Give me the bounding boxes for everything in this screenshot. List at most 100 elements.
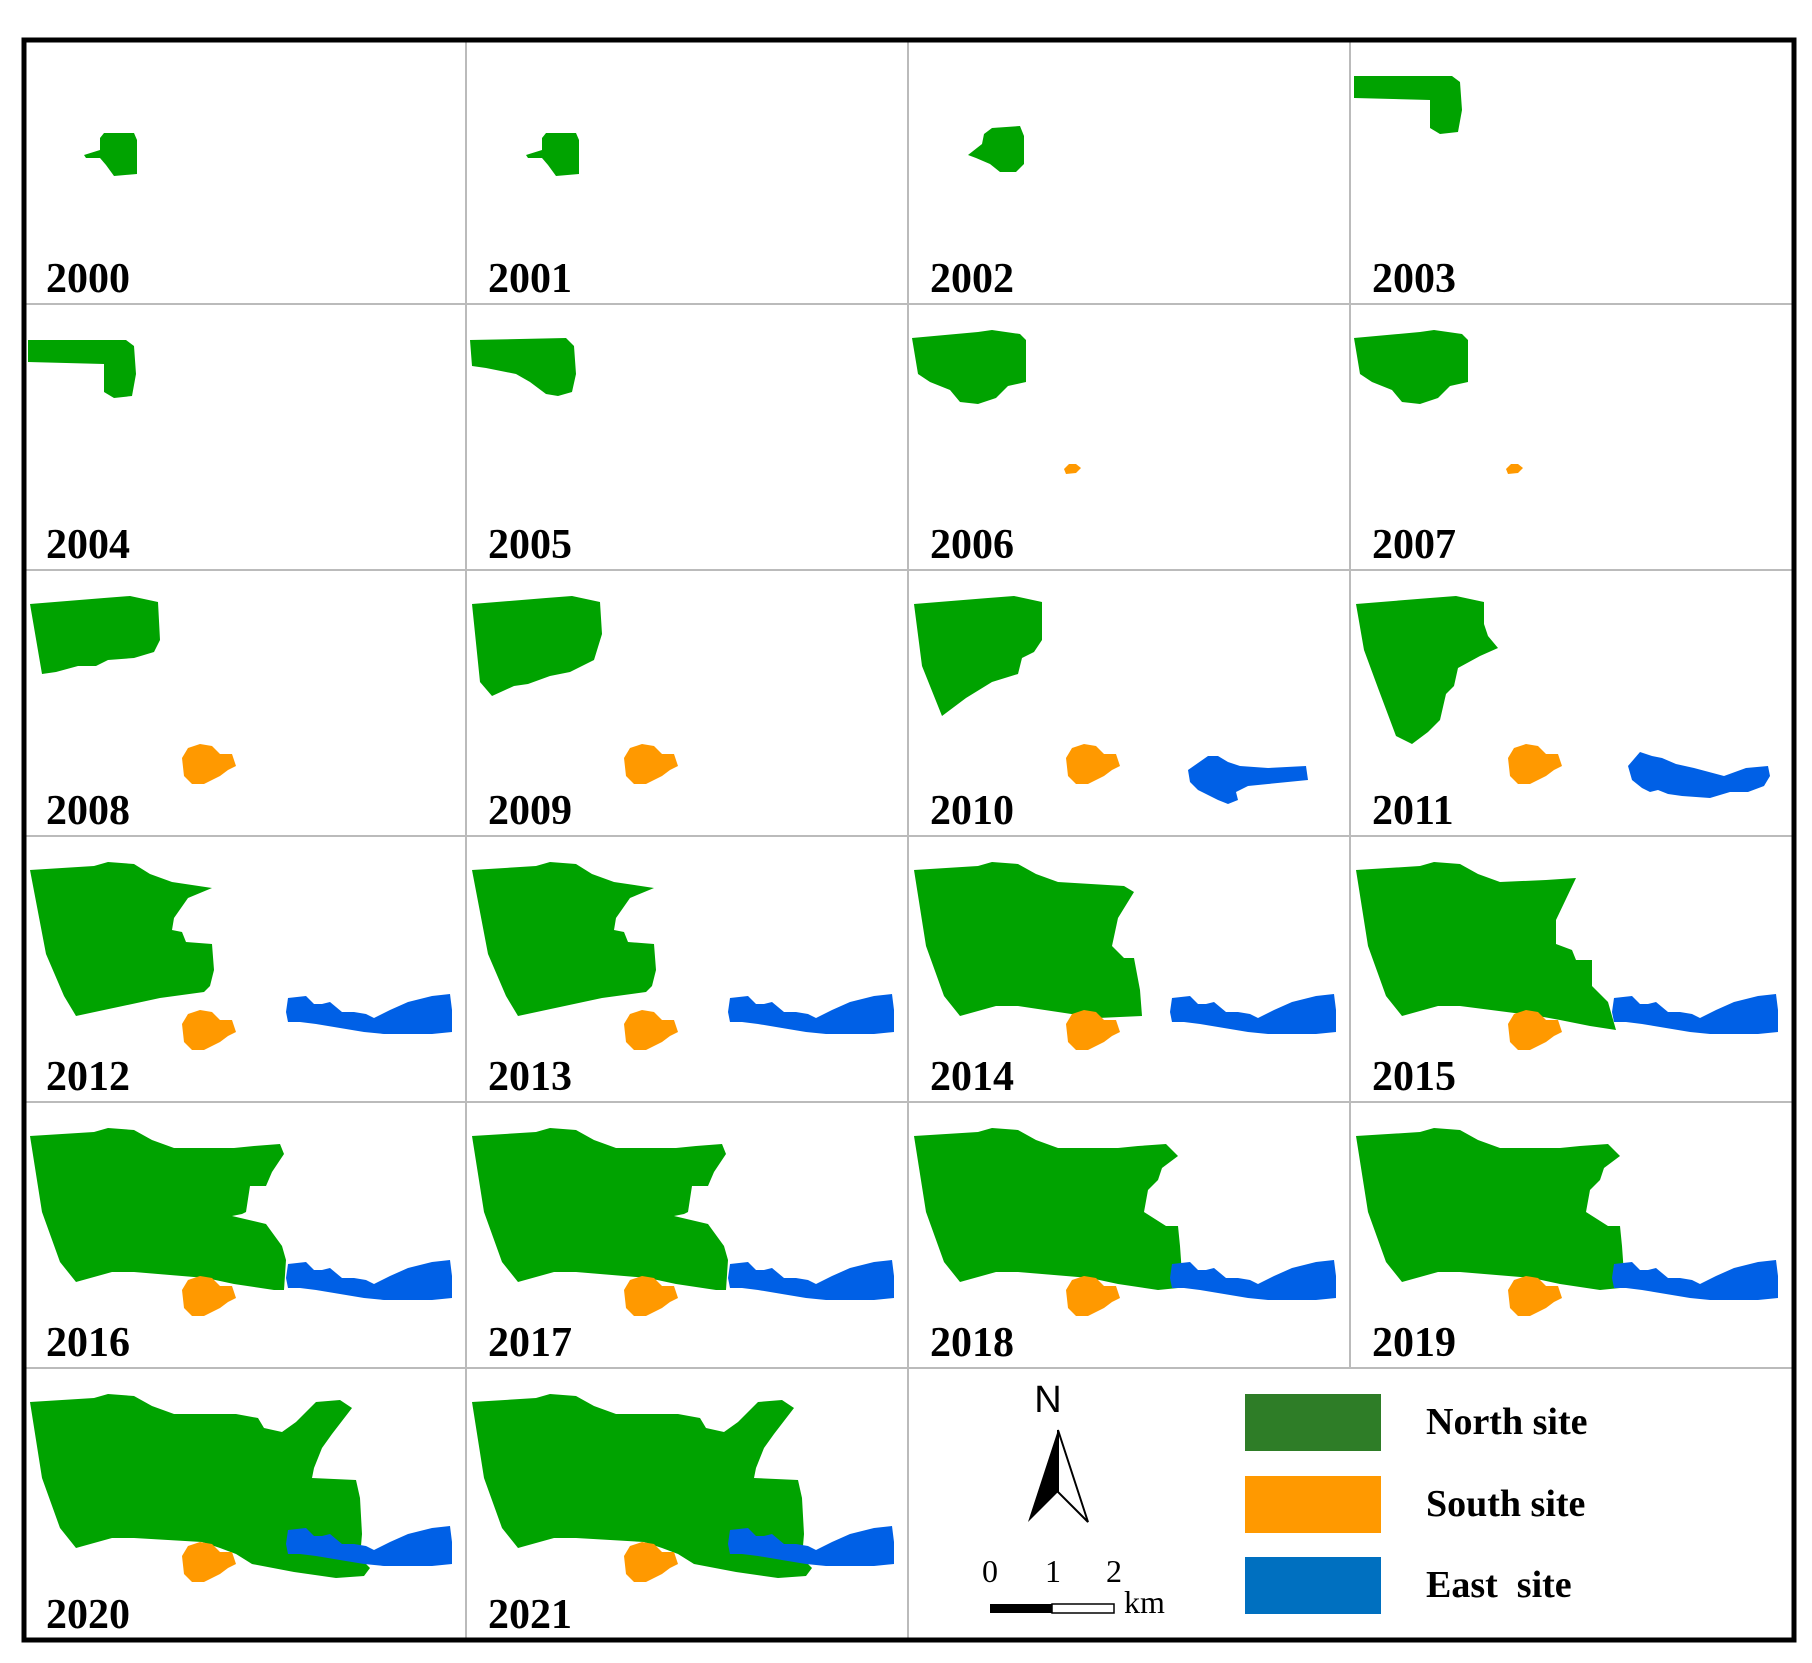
south-site-area [1066, 1010, 1120, 1050]
south-site-area [1508, 1010, 1562, 1050]
year-label: 2010 [930, 788, 1014, 834]
east-site-area [286, 994, 452, 1034]
south-site-area [1066, 1276, 1120, 1316]
south-site-area [182, 1276, 236, 1316]
south-site-area [1064, 464, 1081, 474]
year-label: 2008 [46, 788, 130, 834]
north-site-area [914, 1128, 1182, 1290]
north-site-area [1356, 862, 1616, 1030]
map-panel-2008: 2008 [30, 596, 236, 834]
map-panel-2018: 2018 [914, 1128, 1336, 1366]
east-site-area [728, 1526, 894, 1566]
north-site-area [968, 126, 1024, 172]
east-site-area [1170, 1260, 1336, 1300]
north-site-area [1356, 596, 1498, 744]
grid-lines [24, 40, 1794, 1640]
year-label: 2021 [488, 1592, 572, 1638]
year-label: 2019 [1372, 1320, 1456, 1366]
north-arrow-letter: N [1034, 1379, 1061, 1421]
north-site-area [28, 340, 136, 398]
south-site-area [624, 1010, 678, 1050]
map-panel-2009: 2009 [472, 596, 678, 834]
year-label: 2001 [488, 256, 572, 302]
map-panel-2010: 2010 [914, 596, 1308, 834]
year-label: 2009 [488, 788, 572, 834]
east-site-area [1612, 1260, 1778, 1300]
south-site-area [1508, 744, 1562, 784]
year-label: 2014 [930, 1054, 1014, 1100]
north-site-area [30, 596, 160, 674]
map-panel-2007: 2007 [1354, 330, 1523, 568]
legend-label-north: North site [1426, 1401, 1587, 1443]
south-site-area [1506, 464, 1523, 474]
map-panel-2001: 2001 [488, 133, 579, 302]
map-panel-2003: 2003 [1354, 76, 1462, 302]
scale-bar: 0 1 2 km [982, 1553, 1165, 1620]
map-panel-2004: 2004 [28, 340, 136, 568]
map-panel-2002: 2002 [930, 126, 1024, 302]
scale-bar-white-segment [1051, 1603, 1115, 1614]
year-label: 2013 [488, 1054, 572, 1100]
scale-unit: km [1124, 1584, 1165, 1620]
north-site-area [84, 133, 137, 176]
year-label: 2020 [46, 1592, 130, 1638]
year-label: 2015 [1372, 1054, 1456, 1100]
south-site-area [1066, 744, 1120, 784]
east-site-area [728, 1260, 894, 1300]
east-site-area [1612, 994, 1778, 1034]
north-site-area [914, 596, 1042, 716]
figure-frame [21, 37, 1797, 1643]
east-site-area [1628, 752, 1770, 798]
map-panel-2020: 2020 [30, 1394, 452, 1638]
north-site-area [1356, 1128, 1624, 1290]
year-label: 2006 [930, 522, 1014, 568]
map-panel-2015: 2015 [1356, 862, 1778, 1100]
north-site-area [914, 862, 1142, 1018]
map-panel-2013: 2013 [472, 862, 894, 1100]
legend: North site South site East site [1245, 1394, 1587, 1614]
map-panel-2021: 2021 [472, 1394, 894, 1638]
map-panel-2006: 2006 [912, 330, 1081, 568]
north-site-area [30, 1394, 370, 1578]
year-label: 2017 [488, 1320, 572, 1366]
north-site-area [470, 338, 576, 396]
north-site-area [1354, 330, 1468, 404]
map-panel-2017: 2017 [472, 1128, 894, 1366]
legend-swatch-east [1245, 1557, 1381, 1614]
legend-swatch-south [1245, 1476, 1381, 1533]
legend-label-east: East site [1426, 1564, 1572, 1606]
legend-label-south: South site [1426, 1483, 1585, 1525]
map-panel-2019: 2019 [1356, 1128, 1778, 1366]
east-site-area [728, 994, 894, 1034]
south-site-area [182, 1542, 236, 1582]
map-panel-2005: 2005 [470, 338, 576, 568]
year-label: 2005 [488, 522, 572, 568]
scale-tick-2: 2 [1106, 1553, 1122, 1589]
east-site-area [286, 1526, 452, 1566]
scale-tick-0: 0 [982, 1553, 998, 1589]
map-panel-2011: 2011 [1356, 596, 1770, 834]
year-label: 2012 [46, 1054, 130, 1100]
north-site-area [1354, 76, 1462, 134]
north-site-area [30, 862, 214, 1016]
north-site-area [472, 1128, 728, 1290]
south-site-area [1508, 1276, 1562, 1316]
legend-swatch-north [1245, 1394, 1381, 1451]
north-site-area [912, 330, 1026, 404]
north-arrow-icon: N [1028, 1379, 1089, 1523]
map-panel-2016: 2016 [30, 1128, 452, 1366]
south-site-area [624, 1542, 678, 1582]
north-site-area [472, 862, 656, 1016]
map-panel-2000: 2000 [46, 133, 137, 302]
east-site-area [1170, 994, 1336, 1034]
year-label: 2007 [1372, 522, 1456, 568]
year-label: 2000 [46, 256, 130, 302]
south-site-area [182, 744, 236, 784]
year-label: 2018 [930, 1320, 1014, 1366]
south-site-area [182, 1010, 236, 1050]
legend-panel: N 0 1 2 km North site South site East si… [982, 1379, 1587, 1620]
north-site-area [526, 133, 579, 176]
map-panel-2014: 2014 [914, 862, 1336, 1100]
year-label: 2011 [1372, 788, 1454, 834]
